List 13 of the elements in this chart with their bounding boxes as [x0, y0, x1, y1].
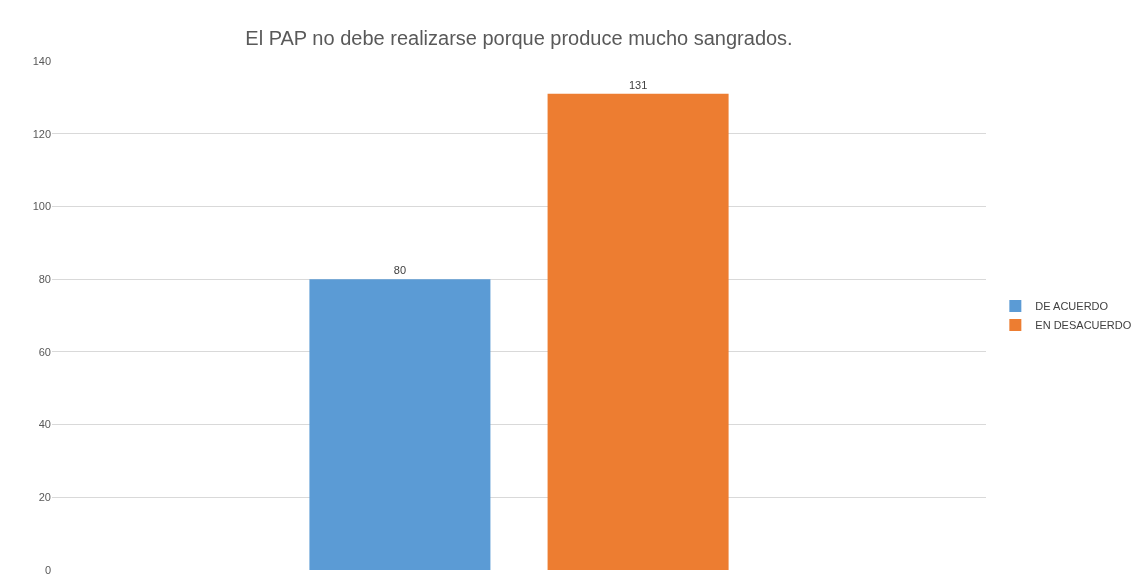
- y-tick-label: 140: [32, 54, 51, 67]
- legend-label: DE ACUERDO: [1035, 300, 1109, 313]
- y-tick-label: 0: [44, 563, 51, 576]
- data-label: 131: [628, 78, 648, 91]
- y-tick-label: 60: [38, 345, 51, 358]
- y-tick-label: 40: [38, 418, 51, 431]
- legend-label: EN DESACUERDO: [1035, 319, 1132, 332]
- y-tick-label: 80: [38, 272, 51, 285]
- y-tick-label: 100: [32, 200, 51, 213]
- y-tick-label: 20: [38, 491, 51, 504]
- data-label: 80: [393, 264, 407, 277]
- chart-title: El PAP no debe realizarse porque produce mucho sangrados.: [245, 26, 793, 49]
- y-tick-label: 120: [32, 127, 51, 140]
